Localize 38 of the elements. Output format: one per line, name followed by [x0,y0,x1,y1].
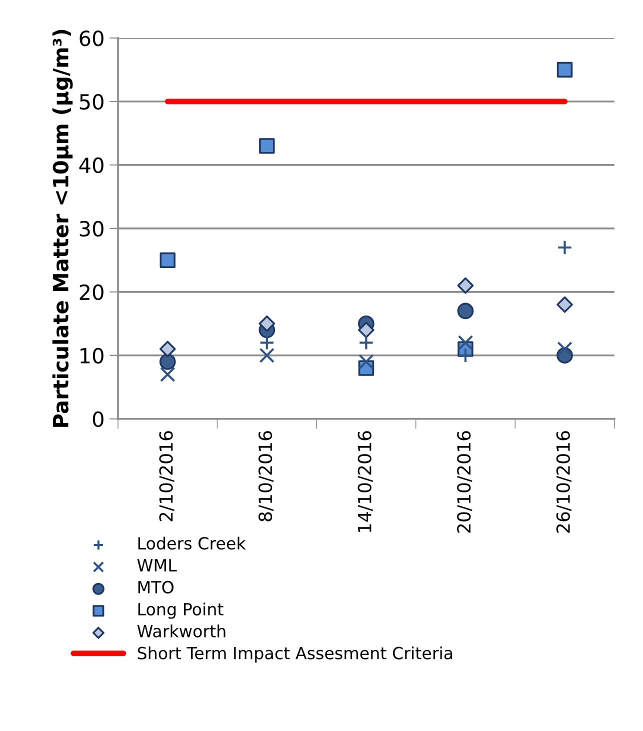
point [159,340,176,358]
point [358,335,374,350]
y-tick-label: 10 [80,348,104,364]
point [457,277,474,294]
legend-label: Loders Creek [138,536,246,550]
point [557,341,572,357]
point [259,335,275,350]
point [458,335,474,350]
x-tick-label: 26/10/2016 [556,431,572,533]
point [159,354,176,370]
y-tick-label: 30 [80,220,104,237]
legend-label: WML [137,559,177,572]
point [458,348,474,364]
x-tick-label: 14/10/2016 [358,431,373,532]
point [557,240,572,256]
legend-label: Long Point [138,602,224,619]
y-axis-title: Particulate Matter <10μm (μg/m³) [52,30,73,427]
point [556,62,573,78]
x-tick-label: 8/10/2016 [258,431,274,522]
point [160,252,176,268]
point [160,366,176,382]
legend-label: Short Term Impact Assesment Criteria [138,646,452,663]
y-tick-label: 40 [79,157,104,174]
point [556,296,573,313]
point [258,315,276,332]
point [457,302,474,320]
point [259,348,275,364]
y-tick-label: 50 [80,94,104,110]
y-tick-label: 0 [92,411,104,428]
point [358,322,374,338]
point [358,354,374,370]
x-tick-label: 20/10/2016 [457,431,472,533]
legend-label: Warkworth [137,624,226,638]
y-tick-label: 20 [80,284,104,300]
point [259,138,275,154]
legend-label: MTO [138,580,174,594]
y-tick-label: 60 [80,30,104,46]
x-tick-label: 2/10/2016 [159,431,174,522]
